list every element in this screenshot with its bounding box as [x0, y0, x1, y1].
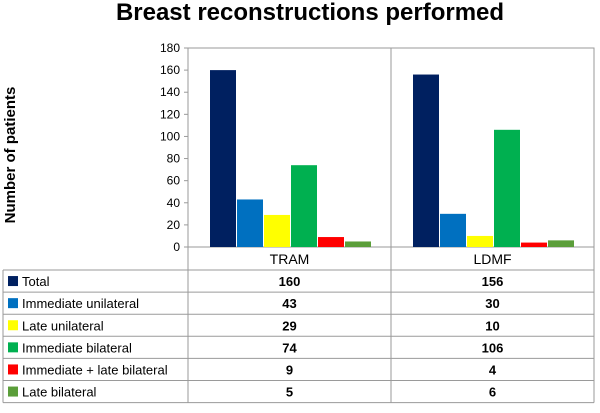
y-tick-label: 40	[167, 196, 181, 210]
bar	[413, 74, 439, 248]
bar	[264, 214, 290, 247]
legend-swatch	[8, 276, 18, 287]
series-name: Total	[22, 274, 50, 289]
y-axis: 0 20 40 60 80 100 120 140 160 180	[160, 41, 188, 254]
data-value: 160	[279, 274, 301, 289]
series-name: Immediate + late bilateral	[22, 362, 168, 377]
bar	[467, 235, 493, 247]
bar	[318, 237, 344, 247]
y-tick-label: 160	[160, 63, 180, 77]
y-tick-label: 80	[167, 152, 181, 166]
bars	[210, 70, 574, 248]
bar	[548, 240, 574, 247]
category-label: LDMF	[473, 251, 511, 267]
bar	[521, 242, 547, 247]
bar	[345, 241, 371, 247]
data-value: 106	[482, 340, 504, 355]
data-value: 5	[286, 385, 293, 400]
y-tick-label: 120	[160, 107, 180, 121]
bar	[237, 199, 263, 247]
series-name: Immediate unilateral	[22, 296, 139, 311]
bar	[494, 129, 520, 247]
data-value: 30	[485, 296, 499, 311]
data-value: 156	[482, 274, 504, 289]
legend-swatch	[8, 364, 18, 375]
legend-swatch	[8, 342, 18, 353]
data-value: 74	[282, 340, 297, 355]
data-table: TRAM LDMF Total 160 156 Immediate unilateral 4…	[2, 247, 595, 404]
y-tick-label: 20	[167, 218, 181, 232]
legend-swatch	[8, 320, 18, 331]
bar	[291, 165, 317, 247]
data-value: 29	[282, 318, 296, 333]
y-tick-label: 140	[160, 85, 180, 99]
data-value: 4	[489, 362, 497, 377]
data-value: 10	[485, 318, 499, 333]
y-tick-label: 0	[173, 240, 180, 254]
category-label: TRAM	[270, 251, 310, 267]
legend-swatch	[8, 298, 18, 309]
y-tick-label: 60	[167, 174, 181, 188]
bar	[210, 70, 236, 247]
legend-swatch	[8, 386, 18, 397]
series-name: Immediate bilateral	[22, 340, 132, 355]
series-name: Late unilateral	[22, 318, 104, 333]
series-name: Late bilateral	[22, 385, 97, 400]
data-value: 43	[282, 296, 296, 311]
bar	[440, 213, 466, 247]
y-tick-label: 180	[160, 41, 180, 55]
y-tick-label: 100	[160, 129, 180, 143]
chart-title: Breast reconstructions performed	[116, 0, 504, 26]
data-value: 6	[489, 385, 496, 400]
data-value: 9	[286, 362, 293, 377]
y-axis-label: Number of patients	[2, 87, 19, 224]
